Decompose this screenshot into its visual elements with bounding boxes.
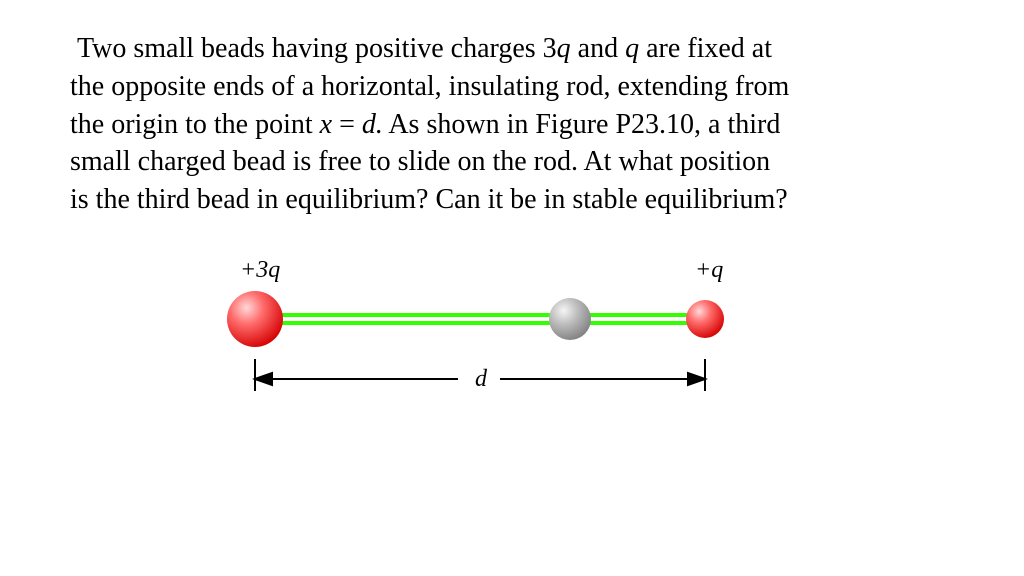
bead-right: [686, 300, 724, 338]
var-q1: q: [557, 33, 571, 64]
bead-mid: [549, 298, 591, 340]
text-frag: =: [332, 109, 362, 140]
text-frag: Two small beads having positive charges …: [70, 33, 557, 64]
text-frag: and: [571, 33, 625, 64]
label-charge-right: +q: [695, 257, 723, 283]
var-d: d.: [362, 109, 383, 140]
bead-left: [227, 291, 283, 347]
problem-statement: Two small beads having positive charges …: [70, 30, 790, 219]
var-x: x: [320, 109, 332, 140]
label-charge-left: +3q: [240, 257, 280, 283]
dimension-label: d: [475, 366, 488, 392]
figure-p23-10: +3q +q d: [200, 239, 760, 429]
var-q2: q: [625, 33, 639, 64]
